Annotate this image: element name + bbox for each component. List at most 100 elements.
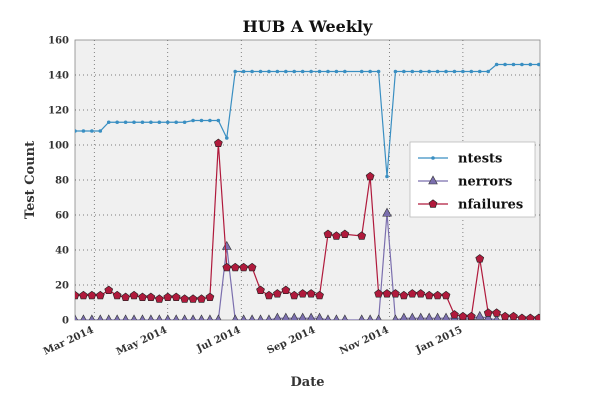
ntests-point bbox=[157, 120, 162, 125]
nerrors-point bbox=[75, 314, 79, 320]
ntests-point bbox=[90, 129, 94, 133]
nfailures-point bbox=[239, 262, 249, 272]
ntests-point bbox=[461, 69, 465, 74]
nfailures-point bbox=[407, 289, 417, 298]
series-nfailures bbox=[75, 138, 540, 320]
chart-title: HUB A Weekly bbox=[243, 17, 373, 36]
ntests-point bbox=[140, 120, 145, 125]
nerrors-point bbox=[156, 314, 163, 320]
nerrors-point bbox=[408, 312, 417, 320]
legend: ntests nerrors nfailures bbox=[409, 141, 536, 218]
ntests-point bbox=[452, 69, 457, 74]
nfailures-point bbox=[483, 308, 493, 317]
ntests-point bbox=[359, 69, 364, 74]
nfailures-point bbox=[374, 289, 383, 298]
nerrors-point bbox=[265, 314, 272, 320]
nerrors-point bbox=[215, 314, 222, 320]
nfailures-point bbox=[517, 313, 527, 320]
ntests-point bbox=[174, 120, 178, 125]
nerrors-point bbox=[442, 312, 451, 320]
ntests-point bbox=[444, 69, 448, 74]
nerrors-point bbox=[382, 207, 392, 217]
nfailures-point bbox=[509, 311, 518, 320]
ntests-point bbox=[477, 69, 482, 74]
ntests-point bbox=[427, 69, 431, 74]
nfailures-point bbox=[315, 290, 324, 300]
nerrors-point bbox=[97, 314, 104, 320]
nerrors-point bbox=[164, 314, 171, 320]
nerrors-point bbox=[105, 314, 112, 320]
nerrors-point bbox=[131, 314, 138, 320]
nfailures-point bbox=[298, 289, 308, 298]
legend-nerrors-label: nerrors bbox=[458, 175, 512, 190]
ntests-point bbox=[520, 62, 524, 67]
y-tick-label: 0 bbox=[62, 316, 69, 327]
ntests-point bbox=[275, 69, 280, 74]
nerrors-point bbox=[198, 314, 205, 320]
ntests-point bbox=[292, 69, 297, 74]
nfailures-point bbox=[323, 229, 333, 238]
ntests-point bbox=[115, 120, 119, 125]
nfailures-point bbox=[247, 262, 257, 272]
nerrors-point bbox=[399, 312, 408, 320]
x-tick-label: Nov 2014 bbox=[338, 325, 391, 357]
series-ntests bbox=[75, 62, 540, 179]
ntests-point bbox=[233, 69, 238, 74]
legend-nfailures-label: nfailures bbox=[458, 198, 523, 213]
nfailures-point bbox=[441, 290, 451, 300]
nerrors-point bbox=[190, 314, 197, 320]
nerrors-point bbox=[122, 314, 129, 320]
nfailures-point bbox=[95, 290, 105, 300]
nfailures-point bbox=[79, 290, 88, 300]
nerrors-point bbox=[232, 314, 239, 320]
ntests-point bbox=[199, 118, 204, 123]
x-tick-label: Sep 2014 bbox=[266, 325, 318, 357]
x-axis-label: Date bbox=[291, 375, 325, 390]
series-layer bbox=[75, 62, 540, 320]
nerrors-point bbox=[307, 312, 316, 320]
ntests-point bbox=[132, 120, 136, 125]
nerrors-point bbox=[240, 314, 247, 320]
legend-nfailures-marker bbox=[428, 199, 438, 208]
nfailures-point bbox=[281, 285, 291, 294]
nfailures-point bbox=[188, 294, 198, 303]
nfailures-point bbox=[129, 290, 139, 300]
nerrors-point bbox=[474, 310, 485, 320]
nfailures-point bbox=[87, 290, 97, 300]
ntests-point bbox=[368, 69, 372, 74]
nerrors-point bbox=[221, 240, 232, 250]
ntests-point bbox=[216, 118, 221, 123]
y-tick-label: 100 bbox=[48, 141, 69, 152]
y-tick-label: 120 bbox=[48, 106, 69, 117]
nerrors-point bbox=[416, 312, 425, 320]
legend-nerrors-marker bbox=[428, 175, 438, 185]
nfailures-point bbox=[197, 294, 206, 303]
nfailures-point bbox=[500, 311, 510, 320]
ntests-point bbox=[410, 69, 415, 74]
nfailures-point bbox=[230, 262, 240, 272]
x-tick-label: Jul 2014 bbox=[194, 325, 242, 355]
nfailures-point bbox=[180, 294, 189, 303]
nfailures-point bbox=[138, 292, 147, 301]
ntests-point bbox=[258, 69, 263, 74]
nerrors-point bbox=[281, 312, 290, 320]
nerrors-point bbox=[341, 314, 348, 320]
nerrors-point bbox=[206, 314, 213, 320]
ntests-point bbox=[486, 69, 490, 74]
legend-ntests-label: ntests bbox=[458, 152, 502, 167]
nerrors-point bbox=[324, 314, 332, 320]
nfailures-point bbox=[104, 285, 114, 294]
ntests-point bbox=[317, 69, 322, 74]
x-tick-label: Jan 2015 bbox=[413, 325, 464, 356]
nfailures-point bbox=[357, 231, 367, 240]
y-tick-label: 20 bbox=[55, 281, 69, 292]
nfailures-point bbox=[458, 311, 468, 320]
ntests-point bbox=[511, 62, 516, 67]
ntests-point bbox=[284, 69, 288, 74]
nfailures-point bbox=[365, 171, 375, 181]
y-axis-label: Test Count bbox=[23, 141, 38, 219]
nerrors-point bbox=[358, 314, 365, 320]
ntests-point bbox=[182, 120, 187, 125]
nerrors-point bbox=[257, 314, 264, 320]
nfailures-point bbox=[534, 313, 540, 320]
